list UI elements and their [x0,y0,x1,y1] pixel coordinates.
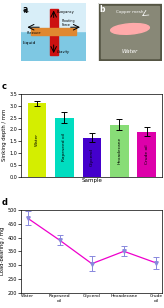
Text: b: b [99,5,104,14]
Bar [82,138,101,176]
Bar [50,9,58,55]
Ellipse shape [111,24,149,34]
Text: Floating
Force: Floating Force [62,19,75,27]
Text: Copper mesh: Copper mesh [116,10,144,14]
Text: Glycerol: Glycerol [90,148,94,166]
Text: Crude oil: Crude oil [145,144,149,164]
X-axis label: Sample: Sample [81,178,102,183]
Y-axis label: Load-bearing / mg: Load-bearing / mg [0,227,5,275]
Bar [21,3,86,31]
Text: a: a [23,5,28,14]
Bar [28,103,46,176]
Text: Pressure: Pressure [27,31,41,35]
Y-axis label: Sinking depth / mm: Sinking depth / mm [2,109,7,161]
Bar [110,125,129,176]
Bar [31,28,76,35]
Text: c: c [2,82,7,91]
Text: Buoyancy: Buoyancy [57,10,75,14]
Bar [55,118,74,176]
Text: Water: Water [35,133,39,147]
Text: Liquid: Liquid [23,41,36,45]
Bar [137,132,156,176]
Text: Rapeseed oil: Rapeseed oil [62,133,66,161]
Text: Hexadecane: Hexadecane [117,137,121,164]
Text: Gravity: Gravity [57,50,70,54]
Text: d: d [2,198,8,207]
Text: Water: Water [122,49,138,55]
Text: Air: Air [24,10,30,14]
